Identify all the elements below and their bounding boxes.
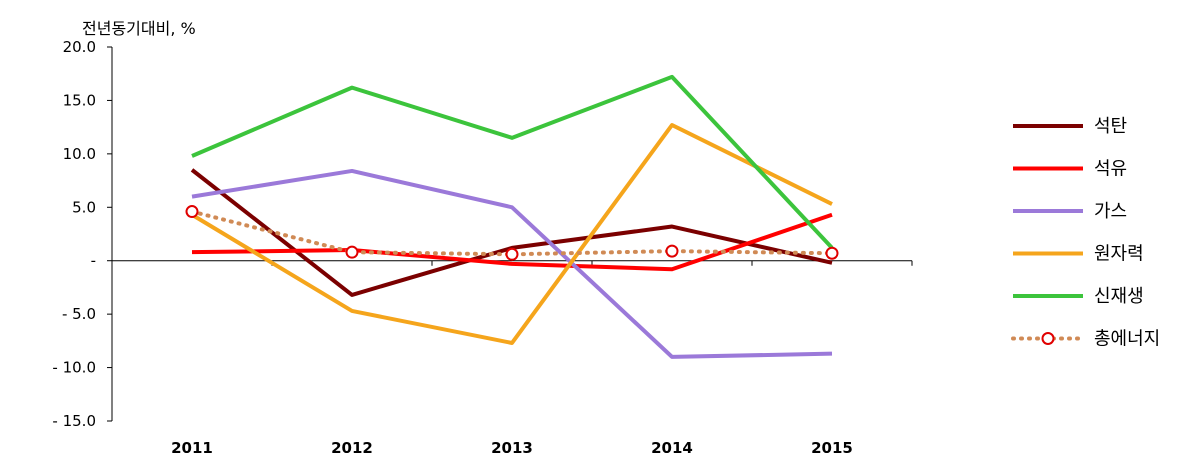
series-line-6 — [190, 209, 834, 257]
x-tick-label: 2011 — [171, 439, 213, 457]
y-axis-title: 전년동기대비, % — [82, 19, 196, 38]
series-point — [345, 245, 359, 259]
y-tick-label: - 5.0 — [62, 305, 96, 323]
legend-label: 신재생 — [1094, 286, 1144, 307]
y-tick-label: 15.0 — [63, 91, 96, 109]
x-tick-label: 2012 — [331, 439, 373, 457]
series-layer — [185, 74, 839, 359]
y-tick-label: 20.0 — [63, 38, 96, 56]
legend-label: 총에너지 — [1094, 329, 1160, 350]
series-line-4 — [190, 123, 833, 345]
legend-label: 석유 — [1094, 159, 1127, 180]
series-point — [665, 244, 679, 258]
legend-label: 석탄 — [1094, 116, 1127, 137]
x-tick-label: 2014 — [651, 439, 693, 457]
series-line-1 — [190, 168, 833, 297]
y-tick-label: 10.0 — [63, 145, 96, 163]
series-line-5 — [191, 74, 834, 250]
y-tick-label: - — [91, 252, 96, 270]
x-tick-label: 2015 — [811, 439, 853, 457]
series-point — [185, 205, 199, 219]
x-tick-label: 2013 — [491, 439, 533, 457]
axes: 20.0 15.0 10.0 5.0 - - 5.0 - 10.0 - 15.0 2011 201… — [52, 38, 913, 457]
series-point — [825, 246, 839, 260]
series-line-3 — [191, 168, 833, 359]
y-tick-label: - 10.0 — [52, 359, 96, 377]
legend-label: 가스 — [1094, 201, 1127, 222]
series-point — [505, 247, 519, 261]
y-tick-label: - 15.0 — [52, 412, 96, 430]
y-tick-label: 5.0 — [72, 198, 96, 216]
legend-marker — [1041, 332, 1055, 345]
legend-label: 원자력 — [1094, 244, 1144, 265]
